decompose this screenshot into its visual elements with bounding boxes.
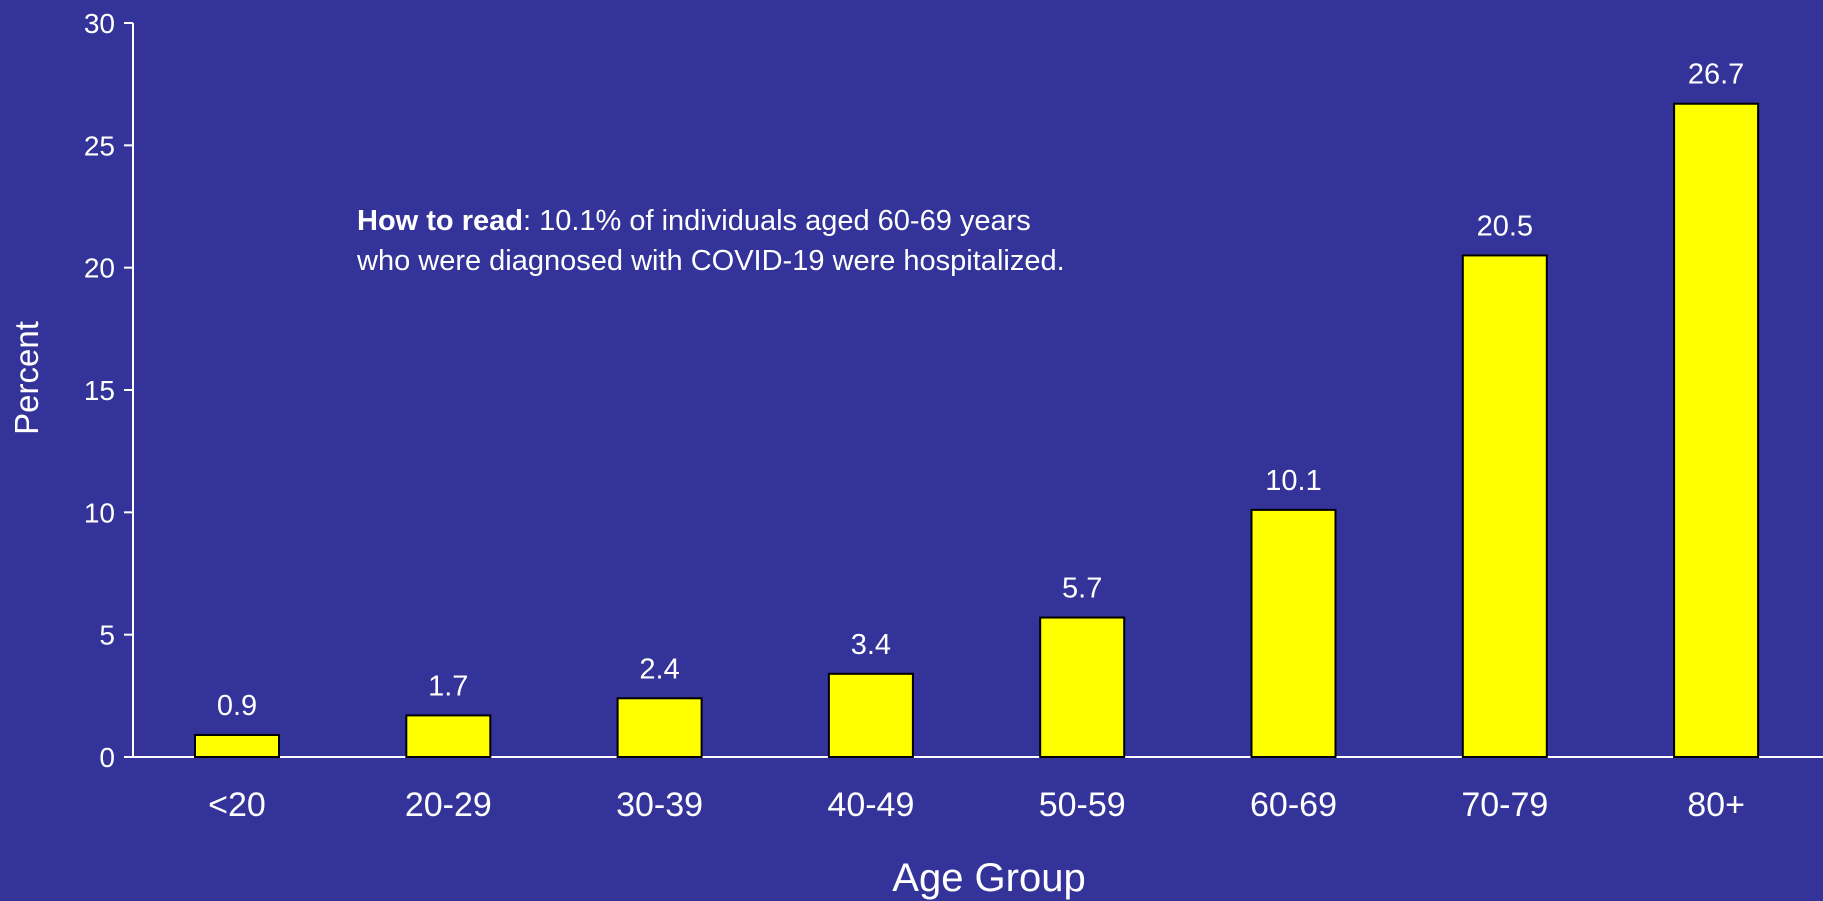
x-tick-label: 40-49 <box>827 786 914 824</box>
data-label: 0.9 <box>217 690 257 722</box>
how-to-read-annotation: How to read: 10.1% of individuals aged 6… <box>357 201 1065 281</box>
data-label: 2.4 <box>639 653 679 685</box>
x-tick-label: <20 <box>208 786 266 824</box>
y-tick-label: 5 <box>99 620 115 651</box>
x-tick-label: 60-69 <box>1250 786 1337 824</box>
bar-50-59 <box>1039 616 1126 758</box>
x-tick-label: 30-39 <box>616 786 703 824</box>
annotation-line-2: who were diagnosed with COVID-19 were ho… <box>357 245 1065 277</box>
bar-70-79 <box>1461 254 1548 759</box>
annotation-text-1: : 10.1% of individuals aged 60-69 years <box>522 205 1031 237</box>
data-label: 10.1 <box>1265 465 1321 497</box>
bar-60-69 <box>1250 508 1337 758</box>
y-tick-label: 25 <box>84 130 115 161</box>
bar-<20 <box>194 733 280 758</box>
x-tick-label: 80+ <box>1687 786 1745 824</box>
data-label: 3.4 <box>851 629 891 661</box>
data-label: 20.5 <box>1477 210 1533 242</box>
y-tick-label: 15 <box>84 375 115 406</box>
annotation-line-1: How to read: 10.1% of individuals aged 6… <box>357 201 1065 241</box>
bar-30-39 <box>616 697 703 759</box>
y-tick-label: 20 <box>84 253 115 284</box>
y-tick-label: 10 <box>84 497 115 528</box>
bar-40-49 <box>827 672 914 759</box>
y-tick-label: 0 <box>99 742 115 773</box>
annotation-label: How to read <box>357 205 523 237</box>
x-tick-label: 20-29 <box>405 786 492 824</box>
x-axis-title: Age Group <box>892 856 1085 900</box>
data-label: 5.7 <box>1062 573 1102 605</box>
bar-80+ <box>1673 102 1760 759</box>
data-label: 1.7 <box>428 670 468 702</box>
x-tick-label: 50-59 <box>1039 786 1126 824</box>
data-label: 26.7 <box>1688 59 1744 91</box>
y-axis-title: Percent <box>8 321 45 435</box>
x-tick-label: 70-79 <box>1461 786 1548 824</box>
bar-20-29 <box>405 714 492 759</box>
y-tick-label: 30 <box>84 8 115 39</box>
